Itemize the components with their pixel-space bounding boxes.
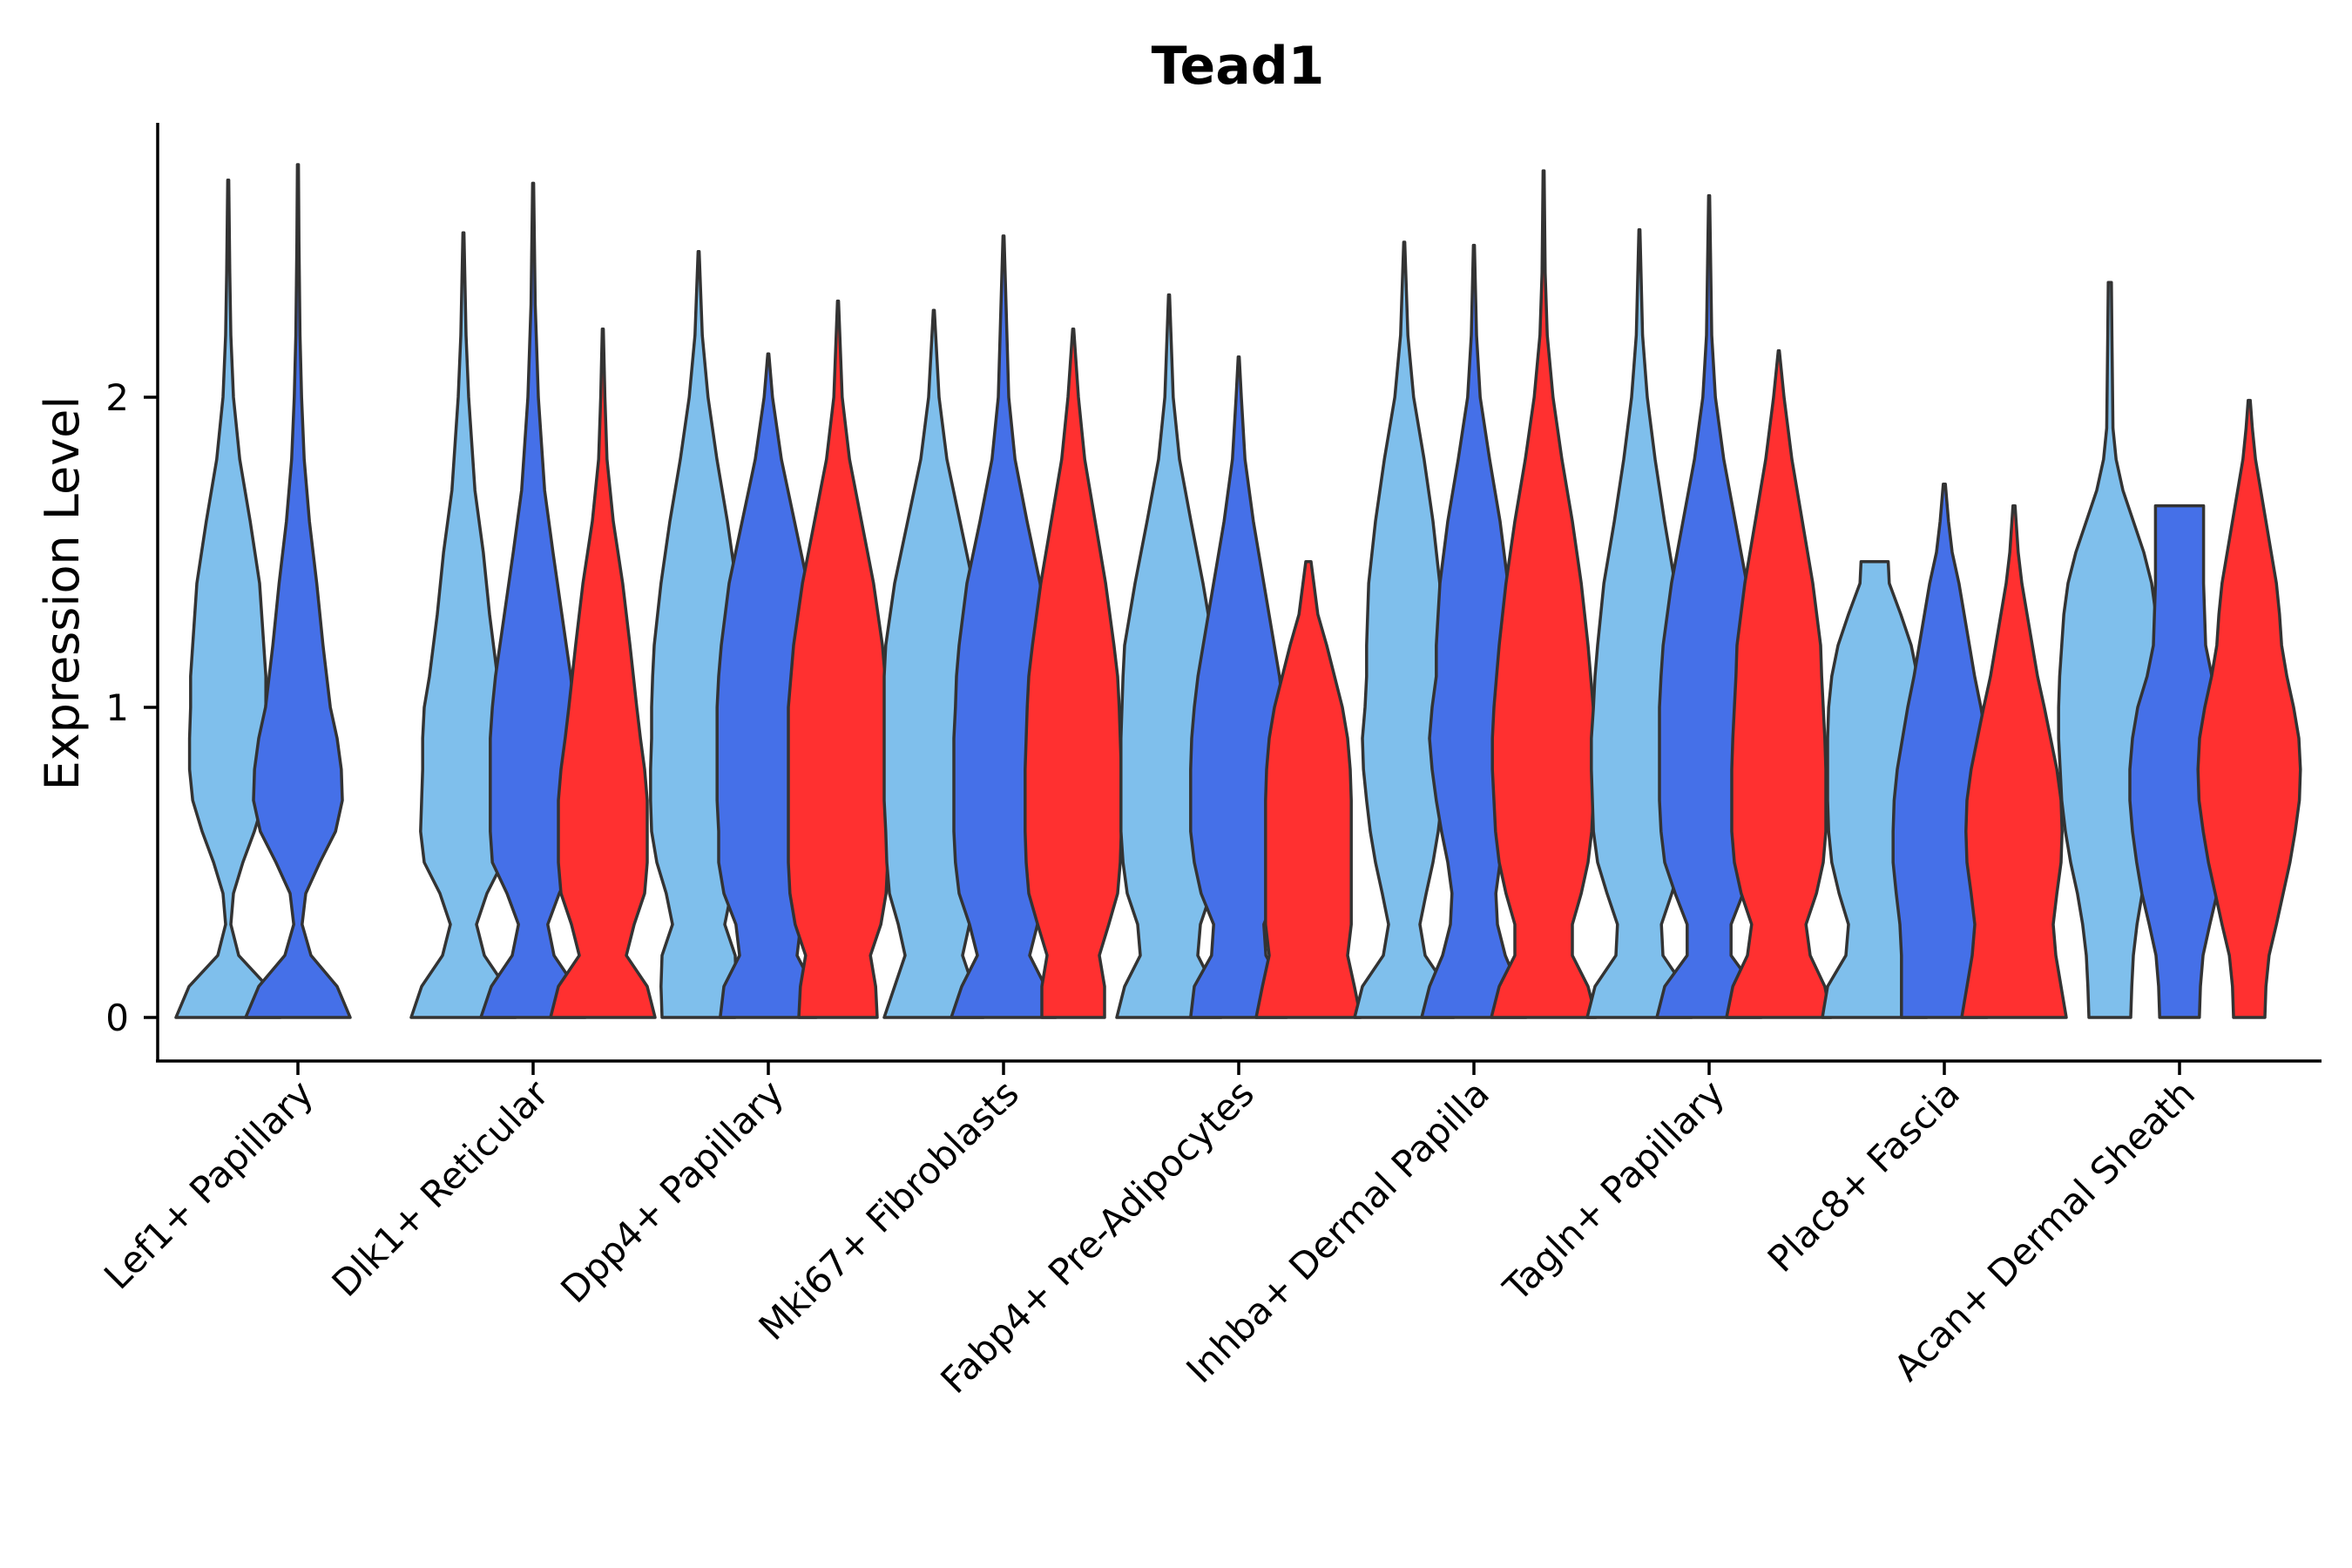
violin-dlk1-reticular-group1 xyxy=(409,231,517,1019)
violin-plac8-fascia-group3 xyxy=(1960,504,2068,1019)
violin-inhba-dermal-papilla-group3 xyxy=(1490,169,1598,1019)
x-tick-label-dpp4-papillary: Dpp4+ Papillary xyxy=(552,1071,792,1311)
violin-dlk1-reticular-group3 xyxy=(549,327,657,1019)
y-tick-label-2: 2 xyxy=(105,376,129,419)
violin-lef1-papillary-group2 xyxy=(244,163,352,1019)
violin-fabp4-pre-adipocytes-group3 xyxy=(1254,559,1362,1019)
chart-title: Tead1 xyxy=(1152,36,1325,97)
x-tick-label-dlk1-reticular: Dlk1+ Reticular xyxy=(324,1071,558,1305)
y-ticks: 0 1 2 xyxy=(105,376,158,1039)
y-axis-label: Expression Level xyxy=(35,396,90,791)
x-tick-label-plac8-fascia: Plac8+ Fascia xyxy=(1760,1071,1968,1280)
y-tick-label-0: 0 xyxy=(105,997,129,1039)
violin-dpp4-papillary-group3 xyxy=(787,299,889,1019)
violin-acan-dermal-sheath-group3 xyxy=(2196,398,2302,1019)
violin-inhba-dermal-papilla-group1 xyxy=(1353,240,1456,1019)
violin-mki67-fibroblasts-group3 xyxy=(1024,327,1123,1019)
x-tick-label-tagln-papillary: Tagln+ Papillary xyxy=(1495,1071,1733,1309)
x-tick-label-mki67-fibroblasts: Mki67+ Fibroblasts xyxy=(751,1071,1027,1348)
violin-tagln-papillary-group3 xyxy=(1725,348,1833,1019)
violin-group xyxy=(174,163,2302,1019)
x-tick-label-lef1-papillary: Lef1+ Papillary xyxy=(96,1071,321,1297)
y-tick-label-1: 1 xyxy=(105,686,129,729)
violin-lef1-papillary-group1 xyxy=(174,179,282,1019)
